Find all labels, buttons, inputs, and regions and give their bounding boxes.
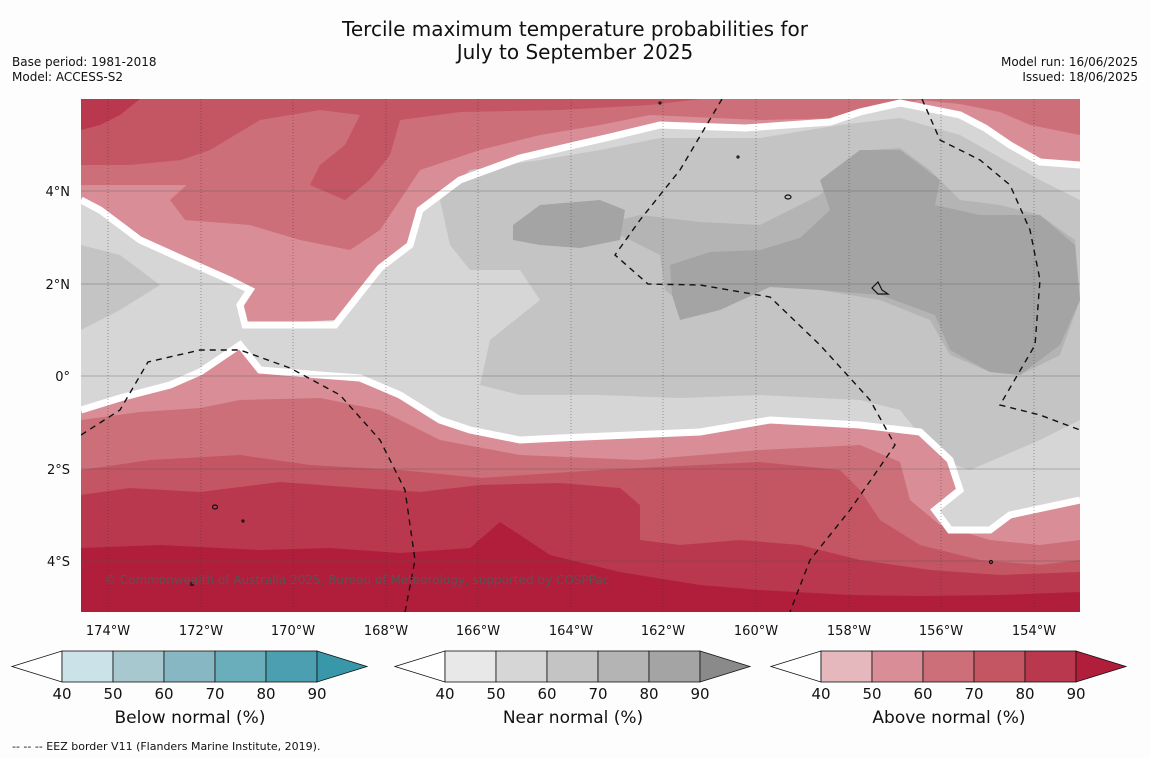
- colorbar-segment: [163, 650, 216, 683]
- colorbar-segment: [112, 650, 165, 683]
- near-normal-80: [513, 200, 625, 248]
- colorbar-tick-label: 60: [154, 685, 173, 703]
- south-above-90: [81, 522, 1080, 612]
- lon-label: 162°W: [641, 624, 685, 639]
- legend-colorbars: 40 50 60 70 80 90 40 50 60 70 80 90 40 50 60 70 80 90: [10, 650, 1128, 703]
- base-period: Base period: 1981-2018: [12, 55, 157, 69]
- map-title: Tercile maximum temperature probabilitie…: [0, 18, 1150, 64]
- tercile-boundary-north: [81, 99, 1080, 329]
- colorbar-segment: [444, 650, 497, 683]
- colorbar-near: 40 50 60 70 80 90: [393, 650, 752, 703]
- colorbar-tick-label: 80: [639, 685, 658, 703]
- legend-title-below: Below normal (%): [114, 708, 266, 728]
- lon-label: 156°W: [919, 624, 963, 639]
- colorbar-lower-arrow: [10, 650, 63, 683]
- colorbar-tick-label: 80: [256, 685, 275, 703]
- latitude-labels: 4°N 2°N 0° 2°S 4°S: [46, 185, 71, 570]
- colorbar-upper-arrow: [316, 650, 369, 683]
- lat-label: 2°N: [46, 278, 71, 293]
- lat-label: 2°S: [47, 463, 70, 478]
- lon-label: 174°W: [86, 624, 130, 639]
- map-fill: © Commonwealth of Australia 2025, Bureau…: [81, 99, 1080, 612]
- latitude-lines: [81, 190, 1080, 562]
- run-info: Model run: 16/06/2025 Issued: 18/06/2025: [1001, 55, 1138, 85]
- colorbar-segment: [973, 650, 1026, 683]
- issued-date: Issued: 18/06/2025: [1022, 70, 1138, 84]
- lon-label: 166°W: [456, 624, 500, 639]
- near-normal-80b: [670, 150, 1080, 375]
- west-near-normal-60: [81, 245, 160, 330]
- colorbar-above: 40 50 60 70 80 90: [769, 650, 1128, 703]
- lon-label: 154°W: [1012, 624, 1056, 639]
- title-line-2: July to September 2025: [456, 40, 694, 64]
- copyright-text: © Commonwealth of Australia 2025, Bureau…: [104, 573, 609, 587]
- colorbar-tick-label: 40: [52, 685, 71, 703]
- lon-label: 164°W: [549, 624, 593, 639]
- colorbar-segment: [820, 650, 873, 683]
- colorbar-tick-label: 70: [964, 685, 983, 703]
- colorbar-tick-label: 90: [307, 685, 326, 703]
- lat-label: 4°N: [46, 185, 71, 200]
- legend-title-above: Above normal (%): [872, 708, 1026, 728]
- colorbar-tick-label: 90: [690, 685, 709, 703]
- colorbar-tick-label: 50: [103, 685, 122, 703]
- north-above-60: [81, 99, 1080, 250]
- title-line-1: Tercile maximum temperature probabilitie…: [342, 17, 808, 41]
- islands: [189, 101, 994, 587]
- colorbar-segment: [1024, 650, 1077, 683]
- base-info: Base period: 1981-2018 Model: ACCESS-S2: [12, 55, 157, 85]
- lon-label: 168°W: [364, 624, 408, 639]
- longitude-labels: 174°W 172°W 170°W 168°W 166°W 164°W 162°…: [86, 624, 1056, 639]
- colorbar-below: 40 50 60 70 80 90: [10, 650, 369, 703]
- lon-label: 170°W: [271, 624, 315, 639]
- lat-label: 4°S: [47, 555, 70, 570]
- colorbar-tick-label: 70: [588, 685, 607, 703]
- colorbar-lower-arrow: [393, 650, 446, 683]
- colorbar-segment: [265, 650, 318, 683]
- colorbar-tick-label: 60: [537, 685, 556, 703]
- colorbar-segment: [61, 650, 114, 683]
- colorbar-tick-label: 50: [486, 685, 505, 703]
- colorbar-tick-label: 90: [1066, 685, 1085, 703]
- eez-footnote: -- -- -- EEZ border V11 (Flanders Marine…: [12, 740, 321, 753]
- eez-borders: [81, 99, 1080, 612]
- colorbar-segment: [597, 650, 650, 683]
- legend-title-near: Near normal (%): [502, 708, 644, 728]
- colorbar-upper-arrow: [699, 650, 752, 683]
- lat-label: 0°: [55, 370, 70, 385]
- colorbar-segment: [922, 650, 975, 683]
- colorbar-tick-label: 60: [913, 685, 932, 703]
- north-above-80: [81, 99, 140, 130]
- colorbar-tick-label: 40: [811, 685, 830, 703]
- model-name: Model: ACCESS-S2: [12, 70, 124, 84]
- colorbar-upper-arrow: [1075, 650, 1128, 683]
- lon-label: 158°W: [827, 624, 871, 639]
- lon-label: 172°W: [179, 624, 223, 639]
- colorbar-segment: [495, 650, 548, 683]
- colorbar-segment: [214, 650, 267, 683]
- colorbar-segment: [546, 650, 599, 683]
- colorbar-tick-label: 40: [435, 685, 454, 703]
- colorbar-tick-label: 70: [205, 685, 224, 703]
- colorbar-tick-label: 80: [1015, 685, 1034, 703]
- model-run: Model run: 16/06/2025: [1000, 55, 1138, 69]
- colorbar-tick-label: 50: [862, 685, 881, 703]
- colorbar-segment: [648, 650, 701, 683]
- lon-label: 160°W: [734, 624, 778, 639]
- colorbar-lower-arrow: [769, 650, 822, 683]
- colorbar-segment: [871, 650, 924, 683]
- north-above-70: [81, 99, 700, 200]
